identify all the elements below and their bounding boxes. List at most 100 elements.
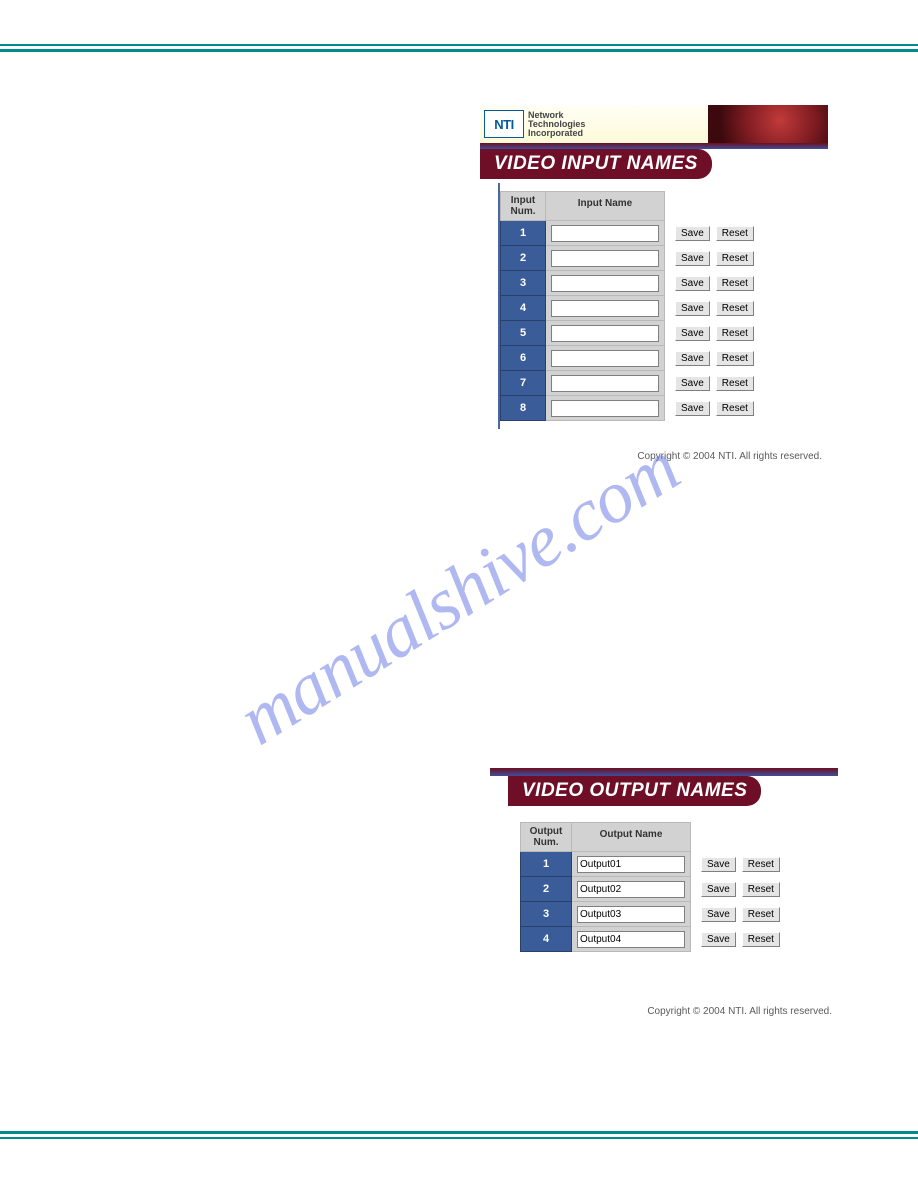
reset-button[interactable]: Reset (716, 251, 754, 266)
input-name-field[interactable] (551, 225, 659, 242)
output-copyright: Copyright © 2004 NTI. All rights reserve… (490, 960, 838, 1021)
output-name-header: Output Name (572, 822, 691, 852)
output-row-name-cell (572, 927, 691, 952)
input-row-buttons: Save Reset (665, 371, 754, 396)
input-num-header: Input Num. (500, 191, 546, 221)
input-row-num: 1 (500, 221, 546, 246)
reset-button[interactable]: Reset (742, 857, 780, 872)
save-button[interactable]: Save (675, 226, 710, 241)
banner-graphic (708, 105, 828, 143)
input-row-buttons: Save Reset (665, 346, 754, 371)
watermark: manualshive.com (224, 425, 694, 762)
save-button[interactable]: Save (701, 882, 736, 897)
input-row-buttons: Save Reset (665, 221, 754, 246)
input-name-field[interactable] (551, 325, 659, 342)
save-button[interactable]: Save (701, 932, 736, 947)
nti-logo-text: NTI (494, 117, 513, 132)
input-row-num: 6 (500, 346, 546, 371)
input-row-name-cell (546, 371, 665, 396)
output-row-name-cell (572, 877, 691, 902)
reset-button[interactable]: Reset (716, 226, 754, 241)
input-row-num: 7 (500, 371, 546, 396)
input-row-name-cell (546, 221, 665, 246)
output-row: 1 Save Reset (520, 852, 830, 877)
output-row-num: 1 (520, 852, 572, 877)
input-row: 3SaveReset (500, 271, 810, 296)
input-row: 8 Save Reset (500, 396, 810, 421)
reset-button[interactable]: Reset (716, 276, 754, 291)
input-row-num: 4 (500, 296, 546, 321)
save-button[interactable]: Save (701, 907, 736, 922)
save-button[interactable]: Save (675, 301, 710, 316)
output-row-buttons: Save Reset (691, 877, 780, 902)
output-row-buttons: Save Reset (691, 902, 780, 927)
reset-button[interactable]: Reset (716, 326, 754, 341)
input-row-buttons: Save Reset (665, 396, 754, 421)
nti-logo: NTI Network Technologies Incorporated (480, 110, 585, 138)
reset-button[interactable]: Reset (716, 376, 754, 391)
input-row: 1 Save Reset (500, 221, 810, 246)
input-row-name-cell (546, 296, 665, 321)
reset-button[interactable]: Reset (742, 907, 780, 922)
save-button[interactable]: Save (675, 276, 710, 291)
input-header-row: Input Num. Input Name (500, 191, 810, 221)
input-row: 7 Save Reset (500, 371, 810, 396)
input-form: Input Num. Input Name 1 Save Reset 2 Save Res… (498, 183, 810, 429)
input-name-field[interactable] (551, 250, 659, 267)
output-row-name-cell (572, 852, 691, 877)
output-row-num: 3 (520, 902, 572, 927)
input-name-header: Input Name (546, 191, 665, 221)
input-name-field[interactable] (551, 300, 659, 317)
input-title: VIDEO INPUT NAMES (494, 153, 698, 175)
output-row-num: 4 (520, 927, 572, 952)
reset-button[interactable]: Reset (716, 351, 754, 366)
input-row-num: 8 (500, 396, 546, 421)
top-rule (0, 44, 918, 52)
reset-button[interactable]: Reset (716, 401, 754, 416)
save-button[interactable]: Save (675, 401, 710, 416)
reset-button[interactable]: Reset (742, 932, 780, 947)
output-row-num: 2 (520, 877, 572, 902)
input-row-name-cell (546, 321, 665, 346)
save-button[interactable]: Save (675, 251, 710, 266)
output-name-field[interactable] (577, 906, 685, 923)
output-name-field[interactable] (577, 856, 685, 873)
output-name-field[interactable] (577, 931, 685, 948)
output-banner-stripe (490, 768, 838, 776)
input-row: 6 Save Reset (500, 346, 810, 371)
output-title-bar: VIDEO OUTPUT NAMES (490, 776, 838, 814)
input-row-name-cell (546, 246, 665, 271)
save-button[interactable]: Save (675, 326, 710, 341)
input-row-name-cell (546, 396, 665, 421)
save-button[interactable]: Save (701, 857, 736, 872)
output-row: 3 Save Reset (520, 902, 830, 927)
output-title: VIDEO OUTPUT NAMES (522, 780, 747, 802)
input-name-field[interactable] (551, 350, 659, 367)
input-row-name-cell (546, 346, 665, 371)
output-name-field[interactable] (577, 881, 685, 898)
input-row-buttons: Save Reset (665, 271, 754, 296)
input-name-field[interactable] (551, 275, 659, 292)
save-button[interactable]: Save (675, 376, 710, 391)
input-row-buttons: Save Reset (665, 296, 754, 321)
input-name-field[interactable] (551, 375, 659, 392)
output-row-buttons: Save Reset (691, 852, 780, 877)
input-row-name-cell (546, 271, 665, 296)
output-form: Output Num. Output Name 1 Save Reset 2 Save R… (520, 814, 830, 960)
input-row-buttons: Save Reset (665, 321, 754, 346)
reset-button[interactable]: Reset (742, 882, 780, 897)
input-copyright: Copyright © 2004 NTI. All rights reserve… (480, 429, 828, 466)
input-row-num: 2 (500, 246, 546, 271)
save-button[interactable]: Save (675, 351, 710, 366)
output-names-panel: VIDEO OUTPUT NAMES Output Num. Output Na… (490, 768, 838, 1021)
nti-logo-subtitle: Network Technologies Incorporated (528, 111, 585, 138)
reset-button[interactable]: Reset (716, 301, 754, 316)
input-title-bar: VIDEO INPUT NAMES (480, 149, 828, 183)
input-row: 4 Save Reset (500, 296, 810, 321)
output-row-buttons: Save Reset (691, 927, 780, 952)
input-row: 2 Save Reset (500, 246, 810, 271)
input-names-panel: NTI Network Technologies Incorporated VI… (480, 105, 828, 466)
input-name-field[interactable] (551, 400, 659, 417)
nti-banner: NTI Network Technologies Incorporated (480, 105, 828, 143)
output-num-header: Output Num. (520, 822, 572, 852)
